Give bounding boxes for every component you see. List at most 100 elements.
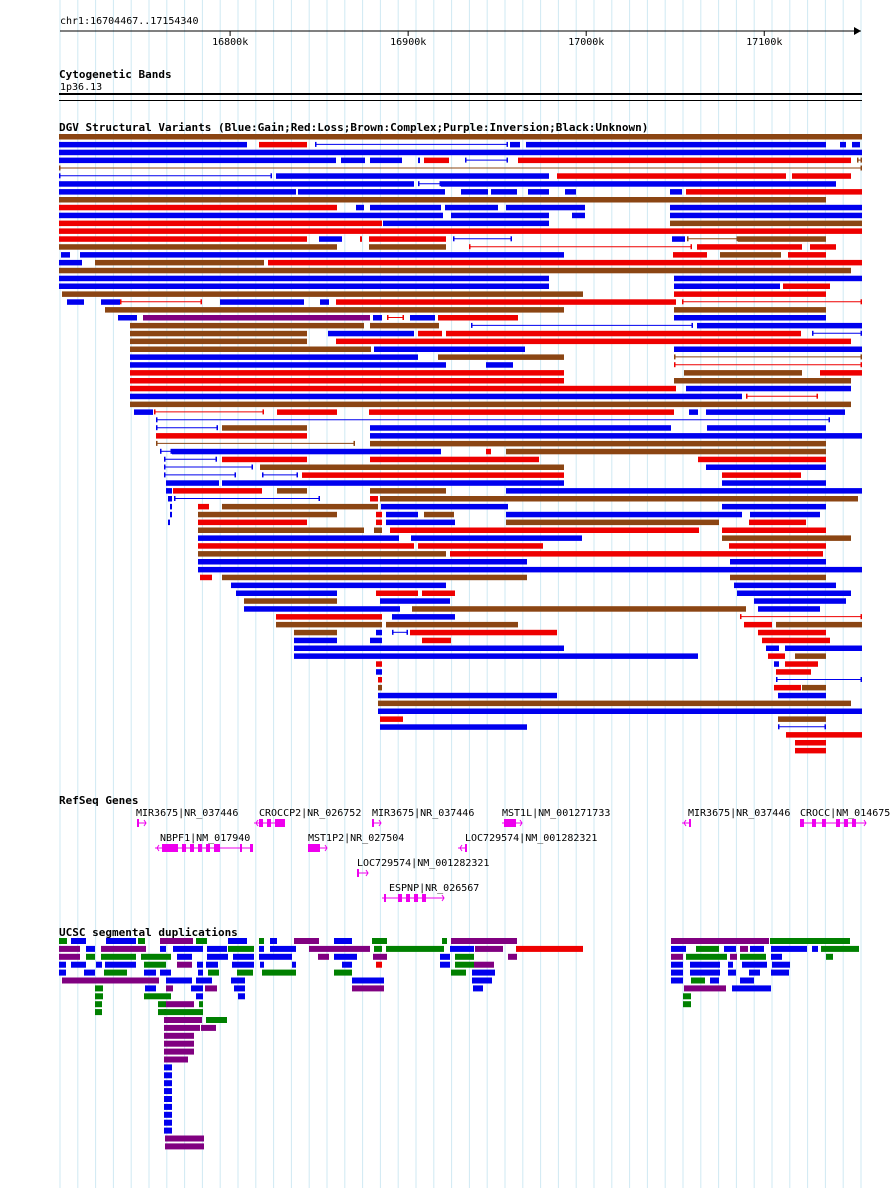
dgv-variant[interactable] [376,511,382,518]
dgv-variant[interactable] [684,370,802,376]
dgv-variant[interactable] [276,173,549,179]
segdup-feature[interactable] [826,953,833,960]
segdup-feature[interactable] [62,977,159,984]
dgv-variant[interactable] [294,645,564,652]
gene-exon[interactable] [384,894,386,902]
dgv-variant[interactable] [268,259,862,266]
segdup-feature[interactable] [197,961,203,968]
dgv-variant[interactable] [670,204,862,211]
dgv-variant[interactable] [59,244,337,250]
dgv-variant[interactable] [95,259,264,266]
dgv-variant[interactable] [172,448,441,455]
segdup-feature[interactable] [770,938,850,944]
dgv-features[interactable] [59,134,862,754]
dgv-variant[interactable] [674,378,851,384]
segdup-feature[interactable] [728,969,736,976]
segdup-feature[interactable] [259,945,264,952]
segdup-feature[interactable] [451,969,466,976]
dgv-variant[interactable] [418,330,442,337]
segdup-feature[interactable] [138,938,145,944]
dgv-variant[interactable] [390,527,699,534]
segdup-feature[interactable] [376,961,382,968]
segdup-feature[interactable] [442,938,447,944]
dgv-variant[interactable] [370,637,382,644]
dgv-variant[interactable] [418,543,543,549]
segdup-feature[interactable] [144,993,171,1000]
gene-exon[interactable] [259,819,263,827]
dgv-variant[interactable] [143,315,370,321]
dgv-variant[interactable] [302,472,564,478]
segdup-feature[interactable] [141,953,171,960]
segdup-feature[interactable] [749,969,760,976]
segdup-feature[interactable] [671,961,683,968]
segdup-feature[interactable] [95,985,103,992]
dgv-variant[interactable] [222,574,527,581]
dgv-variant[interactable] [276,614,382,620]
dgv-variant[interactable] [380,598,450,604]
segdup-feature[interactable] [201,1024,216,1031]
dgv-variant[interactable] [130,346,371,353]
dgv-variant[interactable] [674,275,862,282]
segdup-feature[interactable] [690,969,720,976]
segdup-feature[interactable] [683,1001,691,1008]
segdup-feature[interactable] [228,938,247,944]
segdup-feature[interactable] [732,985,771,992]
segdup-feature[interactable] [671,938,769,944]
segdup-feature[interactable] [473,985,483,992]
dgv-variant[interactable] [336,338,851,345]
dgv-variant[interactable] [198,511,337,518]
dgv-variant[interactable] [59,141,247,148]
dgv-variant[interactable] [506,511,742,518]
segdup-feature[interactable] [342,961,352,968]
dgv-variant[interactable] [795,747,826,754]
dgv-variant[interactable] [506,519,719,526]
segdup-feature[interactable] [166,1001,194,1008]
dgv-variant[interactable] [130,330,307,337]
dgv-variant[interactable] [356,204,364,211]
dgv-variant[interactable] [294,629,337,636]
dgv-variant[interactable] [130,338,307,345]
segdup-feature[interactable] [191,985,203,992]
dgv-variant[interactable] [670,212,862,219]
segdup-feature[interactable] [233,953,254,960]
dgv-variant[interactable] [319,236,342,242]
segdup-feature[interactable] [724,945,736,952]
dgv-variant[interactable] [130,362,446,368]
dgv-variant[interactable] [373,315,382,321]
gene-exon[interactable] [137,819,139,827]
gene-exon[interactable] [689,819,691,827]
segdup-feature[interactable] [160,945,166,952]
segdup-feature[interactable] [231,977,245,984]
segdup-feature[interactable] [671,945,686,952]
gene-exon[interactable] [372,819,374,827]
gene-exon[interactable] [812,819,816,827]
dgv-variant[interactable] [783,283,830,290]
dgv-variant[interactable] [506,488,862,494]
segdup-feature[interactable] [84,969,95,976]
dgv-variant[interactable] [674,283,780,290]
dgv-variant[interactable] [689,409,698,415]
segdup-feature[interactable] [164,1127,172,1134]
dgv-variant[interactable] [59,236,307,242]
gene-exon[interactable] [206,844,210,852]
dgv-variant[interactable] [697,322,862,329]
segdup-feature[interactable] [228,945,254,952]
dgv-variant[interactable] [737,590,851,597]
segdup-feature[interactable] [771,945,807,952]
dgv-variant[interactable] [130,322,364,329]
dgv-variant[interactable] [722,480,826,486]
segdup-feature[interactable] [671,953,683,960]
segdup-feature[interactable] [164,1103,172,1110]
dgv-variant[interactable] [376,519,382,526]
segdup-feature[interactable] [165,1135,204,1142]
dgv-variant[interactable] [370,456,539,463]
segdup-feature[interactable] [59,961,66,968]
dgv-variant[interactable] [173,488,262,494]
gene-exon[interactable] [250,844,253,852]
segdup-feature[interactable] [772,961,790,968]
dgv-variant[interactable] [491,189,517,195]
segdup-feature[interactable] [101,945,146,952]
dgv-variant[interactable] [198,566,862,573]
dgv-variant[interactable] [277,488,307,494]
segdup-feature[interactable] [475,945,503,952]
